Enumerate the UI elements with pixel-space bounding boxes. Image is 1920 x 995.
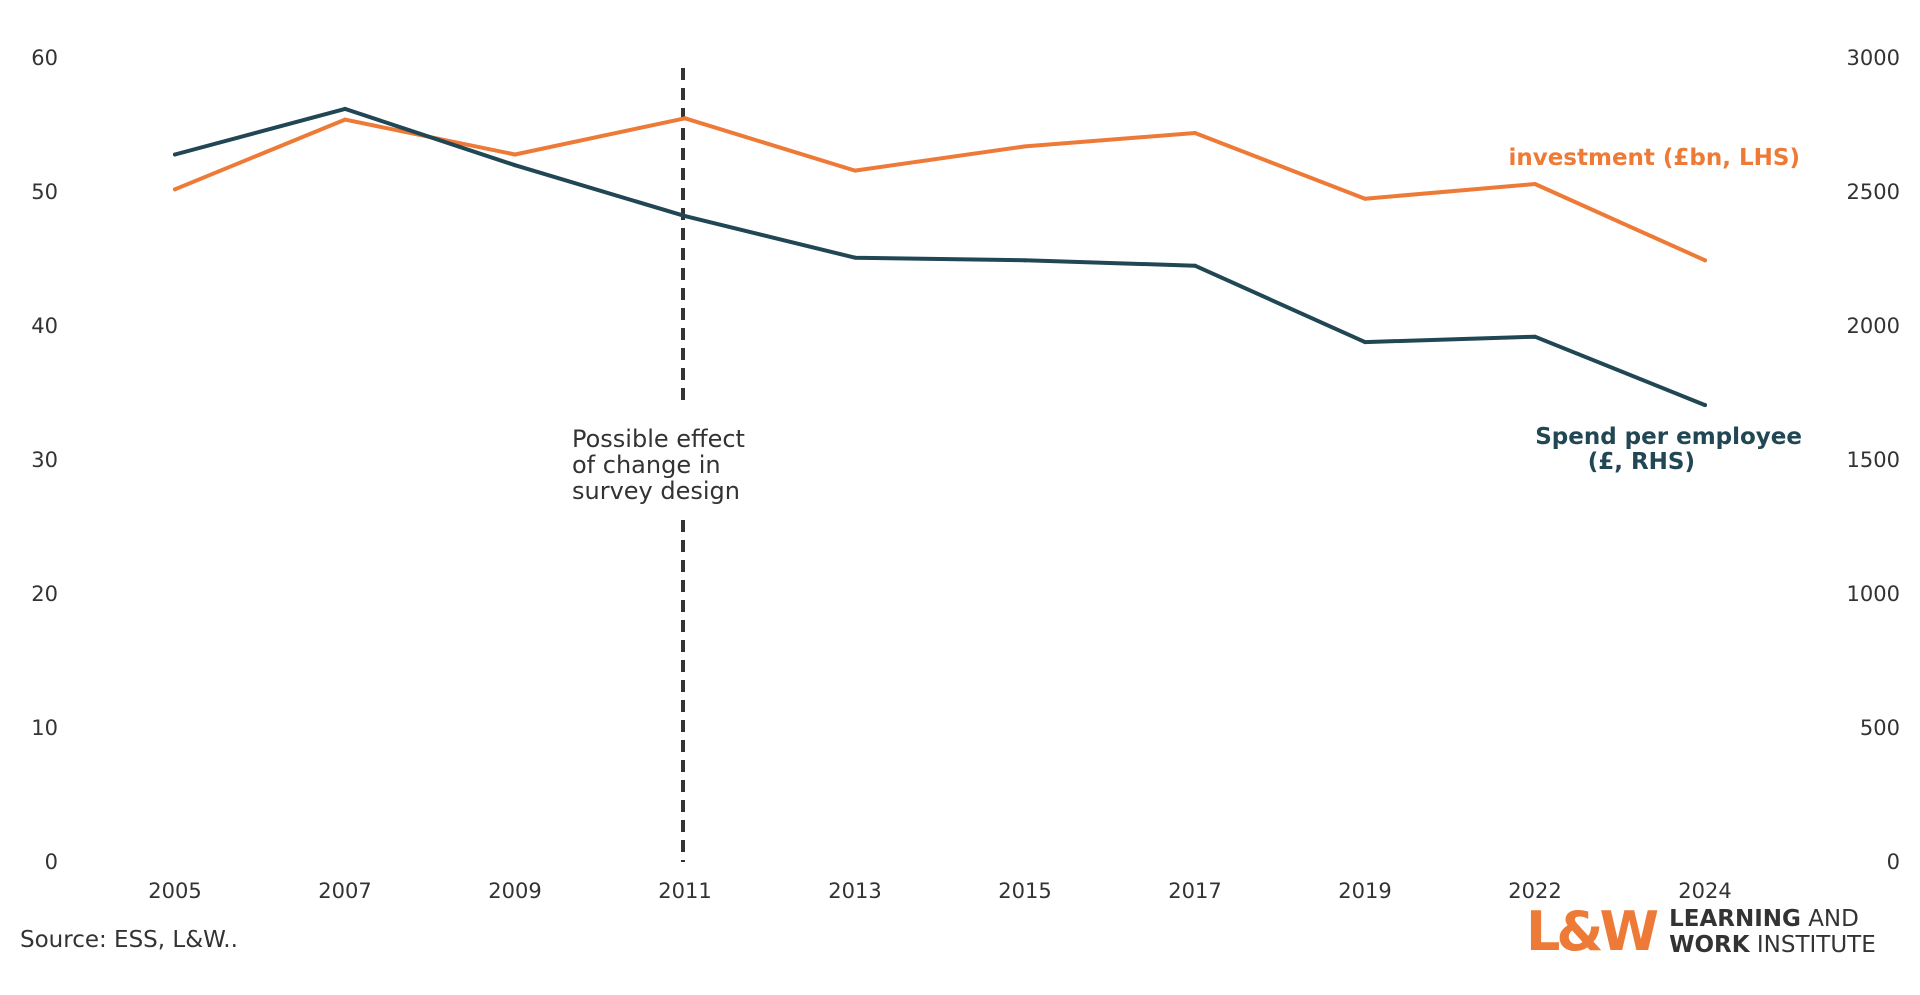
right-tick-label: 0 [1887, 850, 1900, 874]
data-point [513, 163, 517, 168]
data-point [853, 168, 857, 173]
left-y-axis: 0 10 20 30 40 50 60 [31, 46, 58, 874]
annotation-text-line: survey design [572, 477, 740, 505]
annotation-text-line: of change in [572, 451, 721, 479]
x-tick-label: 2022 [1508, 879, 1561, 903]
x-tick-label: 2005 [148, 879, 201, 903]
right-tick-label: 3000 [1847, 46, 1900, 70]
data-point [1023, 258, 1027, 263]
data-point [1703, 258, 1707, 263]
logo-line-2-bold: WORK [1669, 932, 1750, 958]
left-tick-label: 50 [31, 180, 58, 204]
data-point [683, 214, 687, 219]
x-axis: 2005 2007 2009 2011 2013 2015 2017 2019 2022 2024 [148, 879, 1731, 903]
logo-line-2-rest: INSTITUTE [1749, 932, 1876, 958]
right-tick-label: 1000 [1847, 582, 1900, 606]
data-point [343, 106, 347, 111]
data-point [173, 187, 177, 192]
data-point [1363, 340, 1367, 345]
x-tick-label: 2017 [1168, 879, 1221, 903]
left-tick-label: 40 [31, 314, 58, 338]
data-point [1193, 131, 1197, 136]
left-tick-label: 30 [31, 448, 58, 472]
logo-line-2: WORK INSTITUTE [1669, 932, 1876, 958]
data-point [1533, 334, 1537, 339]
data-point [1703, 403, 1707, 408]
left-tick-label: 60 [31, 46, 58, 70]
x-tick-label: 2024 [1678, 879, 1731, 903]
logo-line-1-rest: AND [1800, 906, 1859, 932]
right-tick-label: 1500 [1847, 448, 1900, 472]
right-tick-label: 2500 [1847, 180, 1900, 204]
annotation-text-line: Possible effect [572, 425, 745, 453]
right-y-axis: 0 500 1000 1500 2000 2500 3000 [1847, 46, 1900, 874]
data-point [1533, 181, 1537, 186]
data-point [1023, 144, 1027, 149]
x-tick-label: 2007 [318, 879, 371, 903]
series-label-spend-unit: (£, RHS) [1588, 449, 1695, 475]
logo-mark: L&W [1526, 900, 1659, 963]
series-line-investment [173, 116, 1707, 263]
logo-line-1: LEARNING AND [1669, 906, 1876, 932]
logo-line-1-bold: LEARNING [1669, 906, 1801, 932]
logo-text: LEARNING AND WORK INSTITUTE [1669, 906, 1876, 958]
right-tick-label: 500 [1860, 716, 1900, 740]
x-tick-label: 2013 [828, 879, 881, 903]
x-tick-label: 2015 [998, 879, 1051, 903]
series-label-spend: Spend per employee [1535, 424, 1802, 450]
left-tick-label: 0 [45, 850, 58, 874]
learning-and-work-logo: L&W LEARNING AND WORK INSTITUTE [1526, 902, 1876, 962]
series-line-spend-per-employee [173, 106, 1707, 408]
data-point [683, 116, 687, 121]
left-tick-label: 10 [31, 716, 58, 740]
data-point [173, 152, 177, 157]
data-point [1193, 263, 1197, 268]
x-tick-label: 2019 [1338, 879, 1391, 903]
data-point [343, 117, 347, 122]
x-tick-label: 2011 [658, 879, 711, 903]
series-group: investment (£bn, LHS) Spend per employee(… [173, 106, 1802, 475]
left-tick-label: 20 [31, 582, 58, 606]
source-note: Source: ESS, L&W.. [20, 927, 238, 953]
data-point [513, 152, 517, 157]
series-label-investment: investment (£bn, LHS) [1508, 145, 1800, 171]
data-point [1363, 196, 1367, 201]
data-point [853, 255, 857, 260]
x-tick-label: 2009 [488, 879, 541, 903]
right-tick-label: 2000 [1847, 314, 1900, 338]
